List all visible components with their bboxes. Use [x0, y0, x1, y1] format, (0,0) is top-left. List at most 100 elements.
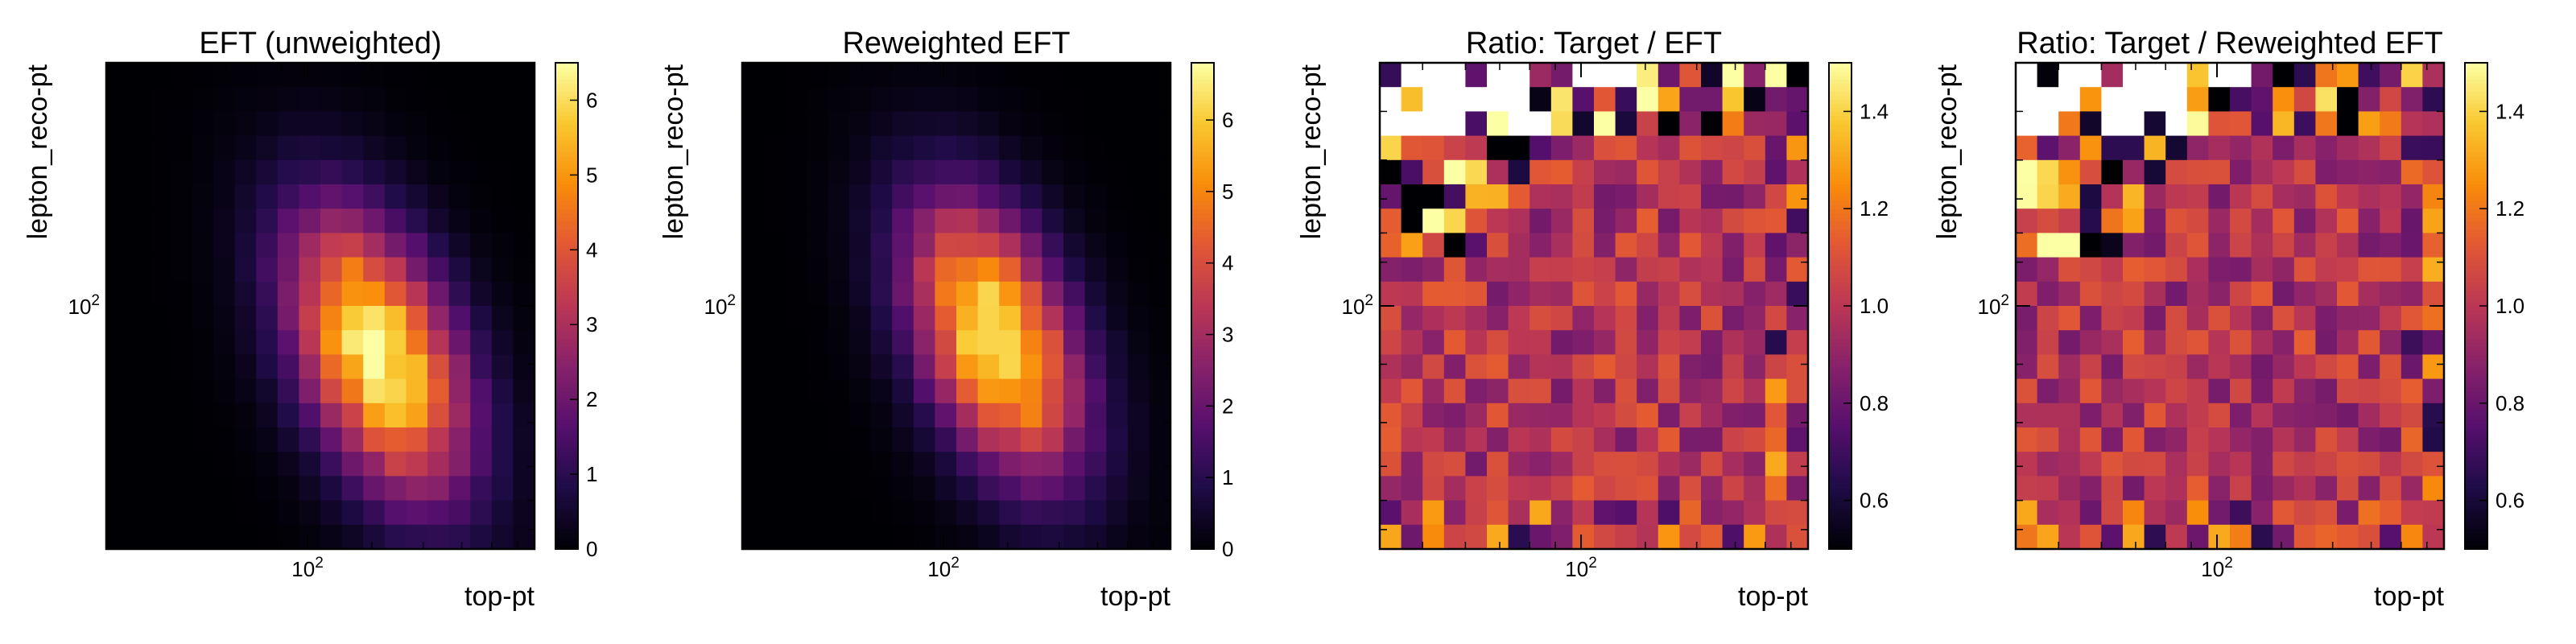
- heatmap-cell: [1106, 87, 1129, 112]
- heatmap-cell: [1786, 524, 1809, 550]
- heatmap-cell: [491, 476, 514, 502]
- heatmap-cell: [763, 281, 786, 307]
- heatmap-cell: [2273, 378, 2295, 404]
- colorbar-segment: [1829, 362, 1852, 368]
- heatmap-cell: [1615, 452, 1637, 477]
- heatmap-cell: [1422, 257, 1445, 283]
- heatmap-cell: [1508, 402, 1530, 428]
- heatmap-cell: [785, 111, 807, 137]
- heatmap-cell: [892, 330, 914, 355]
- heatmap-cell: [849, 354, 872, 380]
- colorbar-segment: [555, 472, 578, 477]
- heatmap-cell: [999, 452, 1022, 477]
- heatmap-cell: [1063, 427, 1086, 452]
- heatmap-cell: [1679, 257, 1702, 283]
- colorbar-segment: [555, 229, 578, 234]
- heatmap-cell: [2337, 135, 2359, 161]
- heatmap-cell: [2058, 135, 2081, 161]
- heatmap-cell: [1508, 378, 1530, 404]
- heatmap-cell: [106, 111, 129, 137]
- colorbar-segment: [555, 415, 578, 420]
- heatmap-cell: [742, 111, 765, 137]
- heatmap-cell: [2358, 111, 2380, 137]
- heatmap-cell: [127, 184, 150, 209]
- heatmap-cell: [1063, 208, 1086, 233]
- heatmap-cell: [448, 184, 471, 209]
- heatmap-cell: [2058, 233, 2081, 258]
- heatmap-cell: [1508, 233, 1530, 258]
- heatmap-cell: [513, 524, 535, 550]
- heatmap-cell: [2186, 378, 2209, 404]
- heatmap-cell: [2273, 87, 2295, 112]
- heatmap-cell: [1786, 281, 1809, 307]
- colorbar-segment: [555, 273, 578, 279]
- colorbar-segment: [2465, 159, 2487, 165]
- heatmap-cell: [2251, 330, 2273, 355]
- heatmap-cell: [1550, 402, 1573, 428]
- heatmap-cell: [2337, 184, 2359, 209]
- heatmap-cell: [2315, 257, 2338, 283]
- heatmap-cell: [2101, 281, 2124, 307]
- heatmap-cell: [1380, 524, 1402, 550]
- heatmap-cell: [2144, 281, 2166, 307]
- heatmap-cell: [427, 233, 450, 258]
- heatmap-cell: [2230, 452, 2252, 477]
- heatmap-cell: [999, 427, 1022, 452]
- colorbar-segment: [555, 330, 578, 336]
- heatmap-cell: [2230, 378, 2252, 404]
- colorbar-segment: [555, 536, 578, 542]
- heatmap-cell: [2230, 281, 2252, 307]
- heatmap-cell: [1042, 87, 1064, 112]
- heatmap-cell: [106, 330, 129, 355]
- colorbar-segment: [1829, 366, 1852, 372]
- heatmap-cell: [999, 159, 1022, 185]
- colorbar-segment: [555, 444, 578, 448]
- colorbar-segment: [1191, 536, 1214, 542]
- heatmap-cell: [277, 159, 299, 185]
- colorbar-tick-label: 1.2: [1860, 196, 1889, 221]
- heatmap-cell: [170, 378, 192, 404]
- heatmap-cell: [234, 354, 257, 380]
- heatmap-cell: [491, 524, 514, 550]
- heatmap-cell: [149, 257, 171, 283]
- colorbar-segment: [1829, 217, 1852, 222]
- heatmap-cell: [2337, 257, 2359, 283]
- heatmap-cell: [2251, 378, 2273, 404]
- heatmap-cell: [1106, 306, 1129, 331]
- heatmap-cell: [2251, 208, 2273, 233]
- heatmap-cell: [363, 427, 386, 452]
- colorbar-segment: [1829, 175, 1852, 181]
- heatmap-cell: [513, 257, 535, 283]
- heatmap-cell: [956, 354, 979, 380]
- heatmap-cell: [1594, 159, 1616, 185]
- heatmap-cell: [2230, 306, 2252, 331]
- heatmap-cell: [2293, 306, 2316, 331]
- heatmap-cell: [1042, 378, 1064, 404]
- heatmap-cell: [2208, 257, 2231, 283]
- colorbar-tick-label: 5: [586, 163, 597, 187]
- colorbar-segment: [555, 79, 578, 84]
- heatmap-cell: [1786, 233, 1809, 258]
- heatmap-cell: [1550, 233, 1573, 258]
- heatmap-cell: [828, 500, 850, 526]
- colorbar-segment: [1191, 143, 1214, 149]
- heatmap-cell: [1765, 184, 1787, 209]
- heatmap-cell: [999, 524, 1022, 550]
- colorbar-segment: [555, 496, 578, 502]
- heatmap-cell: [1401, 354, 1423, 380]
- heatmap-cell: [170, 306, 192, 331]
- heatmap-cell: [2144, 111, 2166, 137]
- heatmap-cell: [491, 257, 514, 283]
- heatmap-cell: [1084, 87, 1107, 112]
- colorbar-segment: [1829, 310, 1852, 315]
- colorbar-tick-label: 6: [1222, 108, 1233, 132]
- colorbar-tick-label: 1.2: [2496, 196, 2524, 221]
- heatmap-cell: [2186, 402, 2209, 428]
- colorbar-tick-label: 0.6: [1860, 489, 1889, 513]
- colorbar-segment: [1829, 476, 1852, 481]
- heatmap-cell: [299, 63, 321, 88]
- chart-title: Reweighted EFT: [842, 27, 1070, 60]
- heatmap-cell: [1744, 378, 1766, 404]
